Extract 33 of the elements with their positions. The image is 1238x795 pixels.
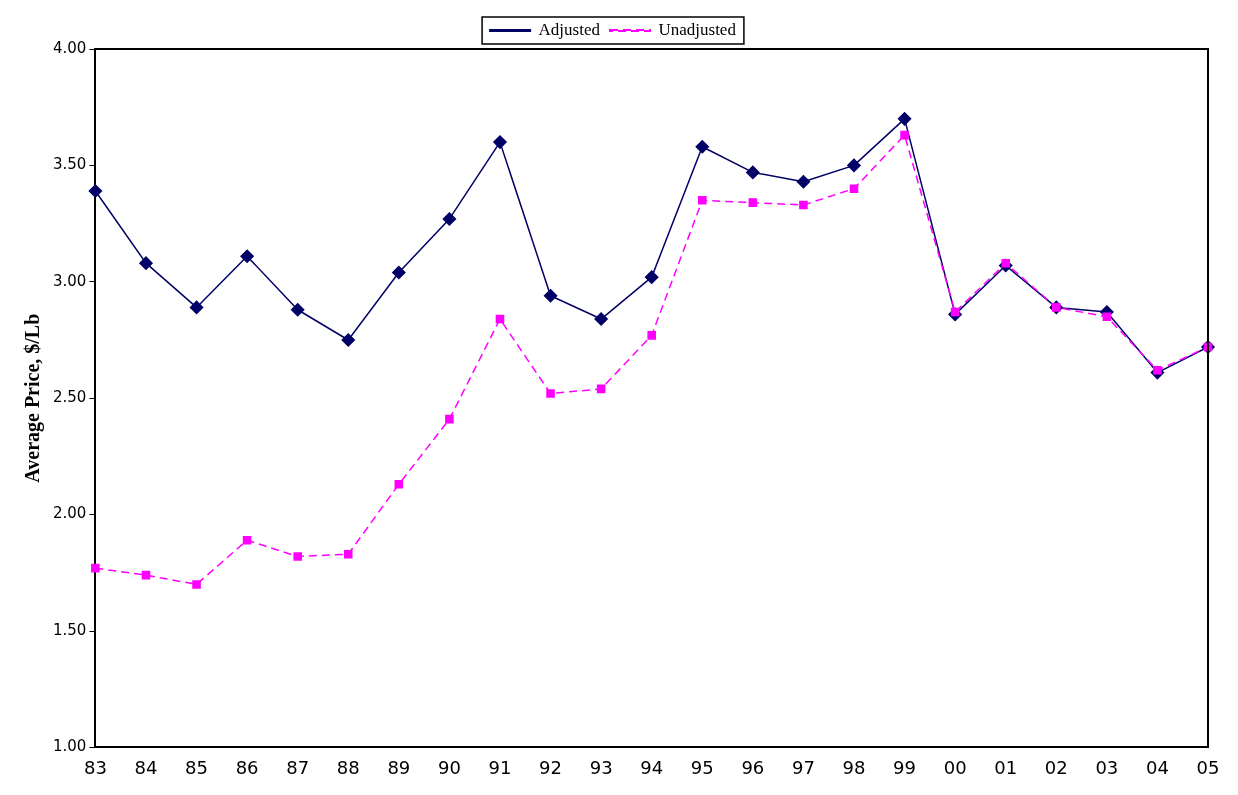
x-tick-label: 93 xyxy=(589,756,613,778)
x-tick-label: 91 xyxy=(488,756,512,778)
x-tick-label: 88 xyxy=(336,756,360,778)
x-tick-label: 05 xyxy=(1196,756,1220,778)
y-axis-title: Average Price, $/Lb xyxy=(21,313,45,483)
x-tick-label: 86 xyxy=(235,756,259,778)
y-tick-label: 1.00 xyxy=(52,737,87,756)
x-tick-label: 94 xyxy=(640,756,664,778)
x-tick-label: 83 xyxy=(83,756,107,778)
x-tick-label: 04 xyxy=(1145,756,1169,778)
x-tick-label: 89 xyxy=(387,756,411,778)
x-tick-label: 92 xyxy=(539,756,563,778)
x-tick-label: 95 xyxy=(690,756,714,778)
x-tick-label: 96 xyxy=(741,756,765,778)
y-tick-label: 1.50 xyxy=(52,620,87,639)
y-tick-label: 4.00 xyxy=(52,38,87,57)
x-tick-label: 87 xyxy=(286,756,310,778)
x-tick-label: 01 xyxy=(994,756,1018,778)
x-tick-label: 03 xyxy=(1095,756,1119,778)
x-tick-label: 97 xyxy=(791,756,815,778)
x-tick-label: 98 xyxy=(842,756,866,778)
y-tick-label: 3.50 xyxy=(52,155,87,174)
x-tick-label: 85 xyxy=(185,756,208,778)
y-tick-label: 3.00 xyxy=(52,271,87,290)
y-tick-label: 2.50 xyxy=(52,388,87,407)
x-tick-label: 90 xyxy=(437,756,461,778)
x-tick-label: 02 xyxy=(1044,756,1068,778)
legend-label: Unadjusted xyxy=(658,19,737,39)
x-tick-label: 00 xyxy=(943,756,967,778)
y-tick-label: 2.00 xyxy=(52,504,87,523)
x-tick-label: 99 xyxy=(893,756,917,778)
legend-label: Adjusted xyxy=(538,19,601,39)
x-tick-label: 84 xyxy=(134,756,158,778)
